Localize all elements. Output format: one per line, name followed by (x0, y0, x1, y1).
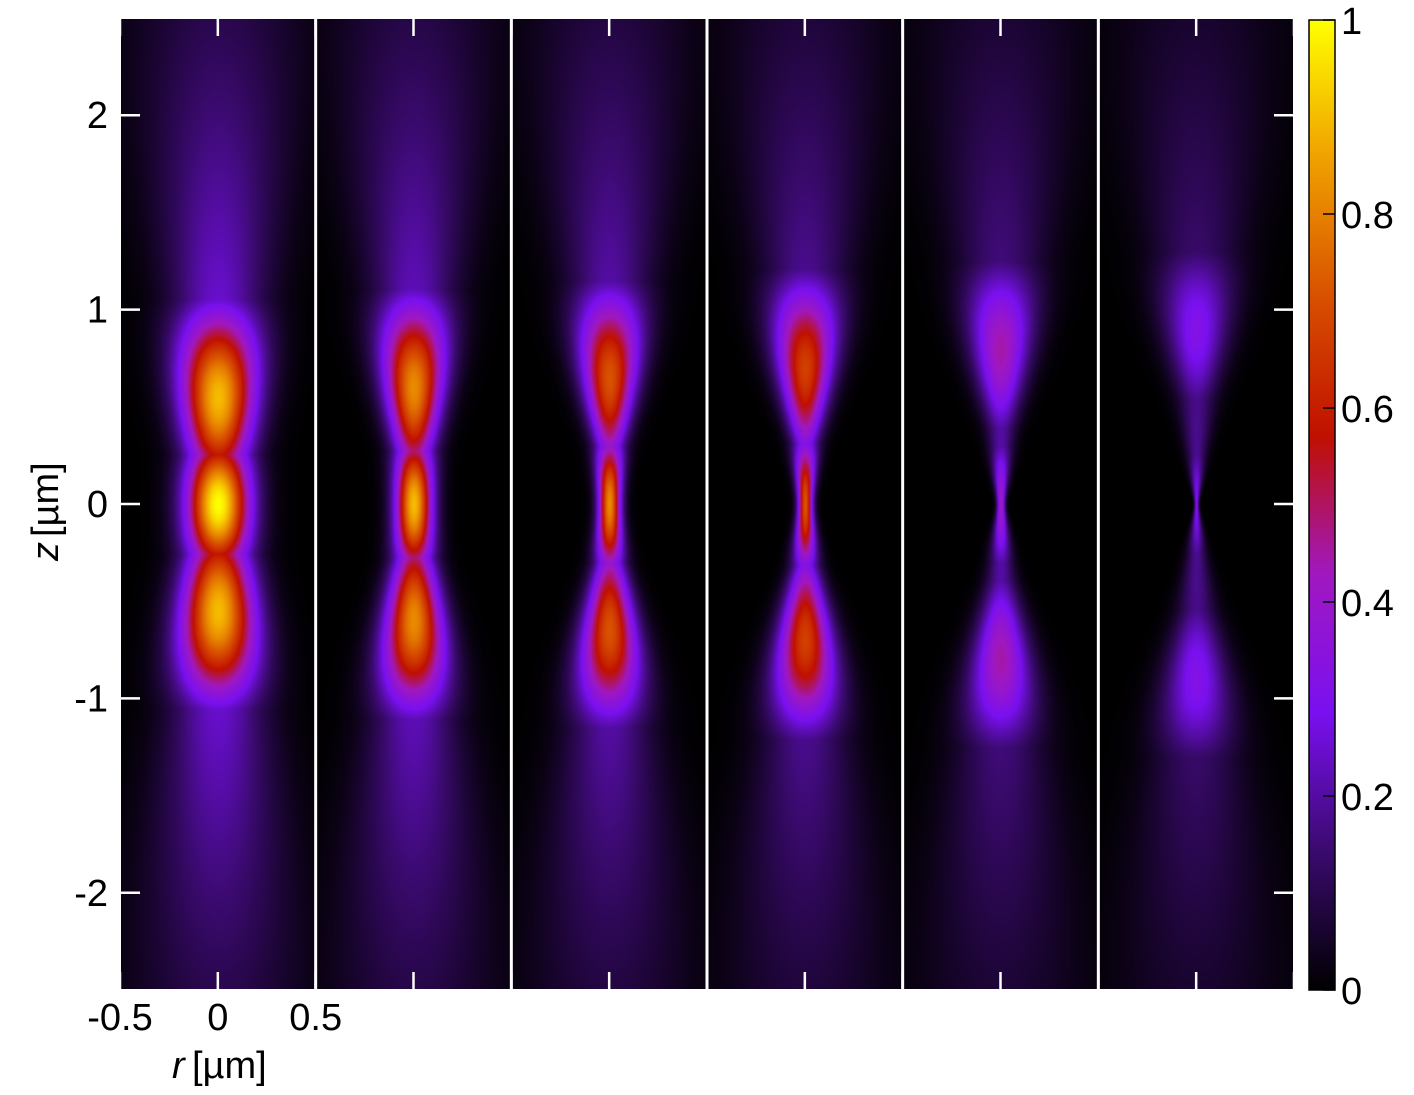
y-axis-unit: [µm] (25, 462, 67, 537)
colorbar-tick-label: 0.2 (1341, 777, 1394, 819)
colorbar-tick-label: 0.8 (1341, 195, 1394, 237)
y-tick-label: 2 (87, 95, 108, 137)
x-tick-label: -0.5 (87, 997, 152, 1039)
colorbar-tick-label: 0.4 (1341, 583, 1394, 625)
colorbar-tick-label: 0 (1341, 971, 1362, 1013)
colorbar-gradient (1308, 19, 1336, 991)
heatmap-panel-1 (120, 18, 316, 990)
heatmap-panel-5 (902, 18, 1099, 990)
heatmap-panel-3 (511, 18, 707, 990)
x-axis-unit: [µm] (192, 1045, 267, 1087)
x-axis-label: r (172, 1045, 186, 1087)
y-axis-label-group: z [µm] (25, 462, 67, 562)
heatmap-panel-6 (1098, 18, 1294, 990)
y-axis-label: z (25, 542, 67, 562)
y-tick-label: -1 (74, 678, 108, 720)
colorbar: 0 0.2 0.4 0.6 0.8 1 (1308, 1, 1394, 1013)
y-tick-label: -2 (74, 873, 108, 915)
y-tick-label: 1 (87, 290, 108, 332)
y-tick-label: 0 (87, 484, 108, 526)
axis-ticks: -0.5 0 0.5 -2 -1 0 1 2 (74, 18, 1296, 1039)
x-tick-label: 0 (207, 997, 228, 1039)
x-tick-label: 0.5 (289, 997, 342, 1039)
heatmap-panel-4 (707, 18, 903, 990)
heatmap-panel-2 (315, 18, 512, 990)
colorbar-tick-label: 1 (1341, 1, 1362, 43)
colorbar-tick-label: 0.6 (1341, 389, 1394, 431)
heatmap-panels (120, 18, 1294, 990)
